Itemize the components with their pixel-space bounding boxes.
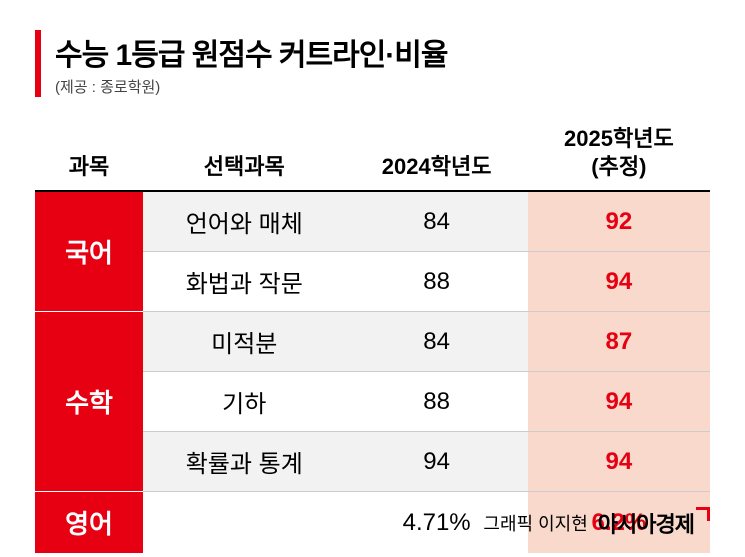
option-cell [143, 492, 346, 554]
title-block: 수능 1등급 원점수 커트라인·비율 (제공 : 종로학원) [35, 30, 710, 97]
credit-author: 그래픽 이지현 [483, 510, 587, 536]
value-2024: 88 [346, 252, 528, 312]
subject-cell: 수학 [35, 312, 143, 492]
table-header-row: 과목 선택과목 2024학년도 2025학년도 (추정) [35, 115, 710, 191]
brand-mark-icon [696, 507, 710, 521]
value-2024: 94 [346, 432, 528, 492]
credit-brand: 아시아경제 [598, 512, 694, 537]
col-2025: 2025학년도 (추정) [528, 115, 710, 191]
option-cell: 기하 [143, 372, 346, 432]
value-2025: 87 [528, 312, 710, 372]
subject-cell: 국어 [35, 191, 143, 312]
value-2024: 88 [346, 372, 528, 432]
col-2025-line1: 2025학년도 [564, 126, 674, 151]
option-cell: 언어와 매체 [143, 191, 346, 252]
value-2025: 92 [528, 191, 710, 252]
subject-cell: 영어 [35, 492, 143, 554]
col-option: 선택과목 [143, 115, 346, 191]
value-2024: 84 [346, 312, 528, 372]
source-label: (제공 : 종로학원) [55, 76, 710, 97]
value-2025: 94 [528, 252, 710, 312]
col-2025-line2: (추정) [591, 154, 646, 179]
credit-line: 그래픽 이지현 아시아경제 [483, 507, 710, 539]
col-2024: 2024학년도 [346, 115, 528, 191]
option-cell: 화법과 작문 [143, 252, 346, 312]
value-2025: 94 [528, 372, 710, 432]
value-2024: 84 [346, 191, 528, 252]
option-cell: 확률과 통계 [143, 432, 346, 492]
cutline-table: 과목 선택과목 2024학년도 2025학년도 (추정) 국어언어와 매체849… [35, 115, 710, 553]
table-row: 국어언어와 매체8492 [35, 191, 710, 252]
col-subject: 과목 [35, 115, 143, 191]
page-title: 수능 1등급 원점수 커트라인·비율 [55, 30, 710, 74]
option-cell: 미적분 [143, 312, 346, 372]
table-row: 수학미적분8487 [35, 312, 710, 372]
value-2025: 94 [528, 432, 710, 492]
